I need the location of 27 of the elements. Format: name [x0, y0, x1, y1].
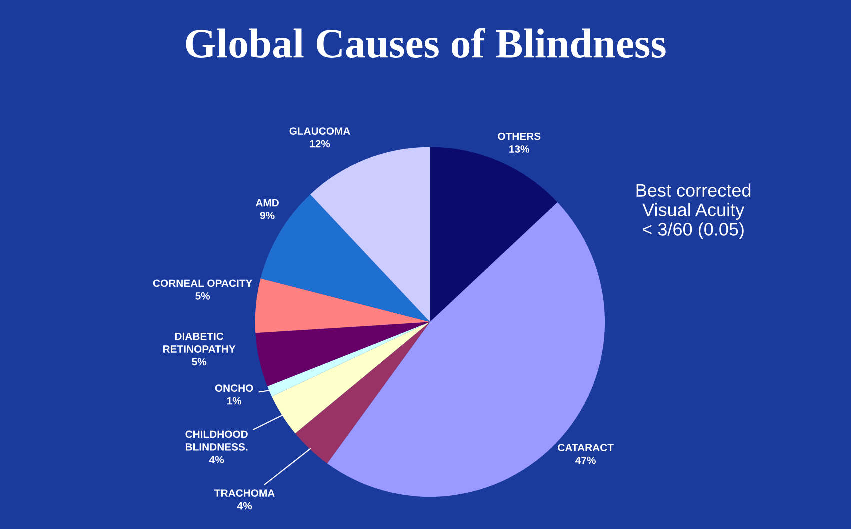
slice-label: AMD [256, 199, 279, 207]
chart-title: Global Causes of Blindness [186, 28, 666, 58]
pie-slice [310, 147, 430, 322]
data-label: 5% [196, 292, 210, 300]
slice-label: ONCHO [215, 384, 254, 392]
data-label: 12% [310, 140, 330, 148]
data-label: 9% [260, 212, 275, 220]
slice-label: CHILDHOOD BLINDNESS. [186, 430, 248, 451]
data-label: 47% [576, 456, 596, 464]
data-label: 13% [510, 146, 530, 153]
text: Best corrected Visual Acuity < 3/60 (0.05) [636, 184, 751, 240]
pie-slice [295, 322, 430, 464]
pie-slice [255, 278, 430, 334]
slice-label: TRACHOMA [214, 490, 275, 497]
pie-slice [256, 322, 430, 387]
data-label: 4% [209, 456, 224, 464]
slice-label: OTHERS [498, 132, 541, 140]
slice-label: DIABETIC RETINOPATHY [163, 332, 236, 353]
slice-label: GLAUCOMA [290, 128, 350, 135]
pie-slice [430, 147, 558, 322]
slice-label: CORNEAL OPACITY [153, 280, 253, 288]
pie-slice [268, 322, 430, 397]
data-label: 1% [227, 397, 242, 405]
data-label: 5% [192, 358, 207, 366]
pie-slice [272, 322, 430, 434]
slice-label: CATARACT [558, 444, 614, 452]
data-label: 4% [237, 502, 252, 510]
